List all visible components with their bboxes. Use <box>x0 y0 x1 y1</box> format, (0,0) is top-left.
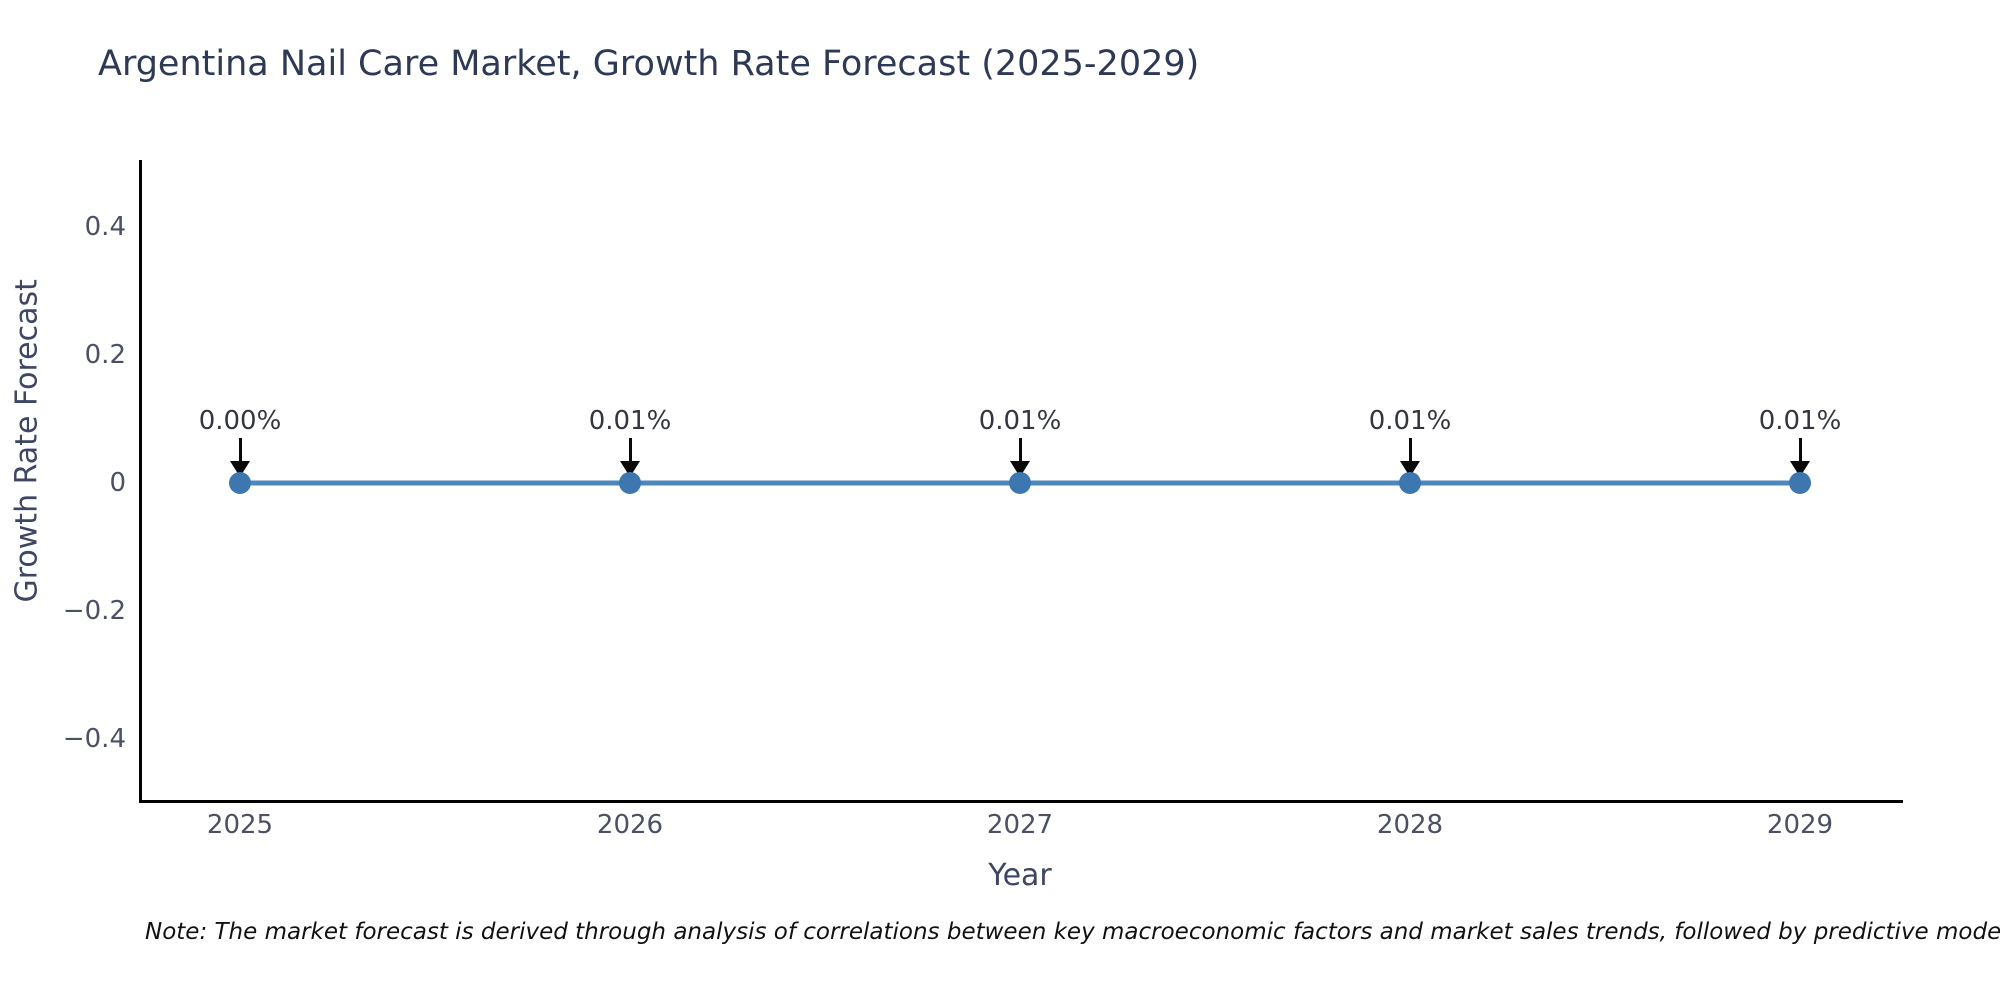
x-tick-label: 2027 <box>986 810 1054 840</box>
data-point-marker <box>619 471 641 494</box>
annotation-arrow-head-icon <box>1010 461 1030 477</box>
footnote: Note: The market forecast is derived thr… <box>145 919 2000 945</box>
data-point-marker <box>1789 471 1811 494</box>
y-tick-label: −0.2 <box>62 596 126 626</box>
point-annotation-label: 0.01% <box>1758 406 1842 436</box>
point-annotation-label: 0.00% <box>198 406 282 436</box>
annotation-arrow-shaft <box>628 438 632 463</box>
annotation-arrow-head-icon <box>230 461 250 477</box>
y-tick-label: 0 <box>109 468 126 498</box>
annotation-arrow-shaft <box>238 438 242 463</box>
y-tick-label: −0.4 <box>62 724 126 754</box>
annotation-arrow-shaft <box>1018 438 1022 463</box>
annotation-arrow-shaft <box>1408 438 1412 463</box>
x-tick-label: 2026 <box>596 810 664 840</box>
x-tick-label: 2028 <box>1376 810 1444 840</box>
x-tick-label: 2029 <box>1766 810 1834 840</box>
x-axis-label: Year <box>988 858 1052 893</box>
annotation-arrow-shaft <box>1798 438 1802 463</box>
data-point-marker <box>1399 471 1421 494</box>
annotation-arrow-head-icon <box>1400 461 1420 477</box>
y-tick-label: 0.4 <box>84 212 126 242</box>
forecast-line-series <box>229 471 1811 494</box>
point-annotation-label: 0.01% <box>1368 406 1452 436</box>
chart-title: Argentina Nail Care Market, Growth Rate … <box>98 44 1200 84</box>
data-point-marker <box>1009 471 1031 494</box>
data-point-marker <box>229 472 251 494</box>
x-tick-label: 2025 <box>206 810 274 840</box>
point-annotation-label: 0.01% <box>978 406 1062 436</box>
annotation-arrow-head-icon <box>1790 461 1810 477</box>
y-tick-label: 0.2 <box>84 340 126 370</box>
annotation-arrow-head-icon <box>620 461 640 477</box>
point-annotation-label: 0.01% <box>588 406 672 436</box>
